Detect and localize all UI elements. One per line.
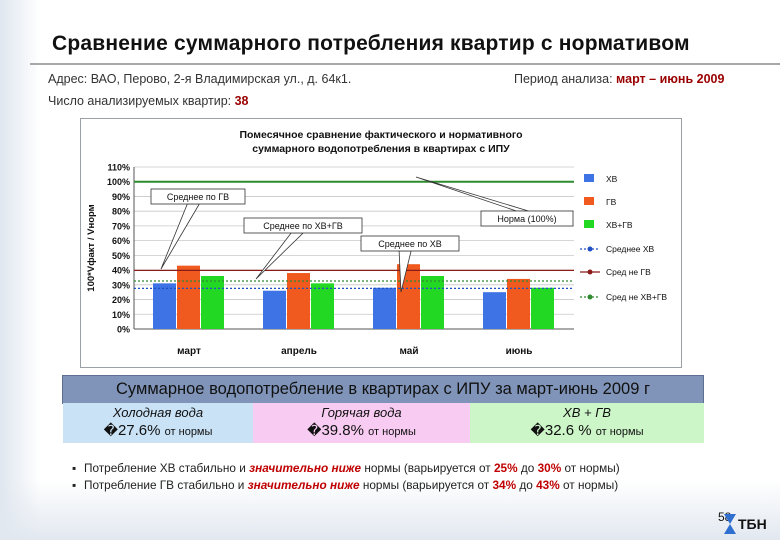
finding-hot: ▪ Потребление ГВ стабильно и значительно … (72, 478, 619, 492)
chart-title-line: Помесячное сравнение фактического и норм… (239, 129, 522, 141)
bar-ХВ+ГВ-май (421, 275, 444, 329)
bar-ХВ+ГВ-июнь (531, 287, 554, 329)
x-tick-label: апрель (281, 346, 317, 357)
y-tick-label: 70% (112, 221, 130, 231)
apartment-count-value: 38 (234, 94, 249, 108)
page-title: Сравнение суммарного потребления квартир… (52, 32, 690, 55)
legend-swatch (584, 197, 594, 205)
svg-text:ТБН: ТБН (738, 516, 767, 532)
legend-marker (587, 294, 593, 300)
bar-ХВ-май (373, 287, 396, 329)
x-tick-label: май (400, 346, 419, 357)
chart-title-line: суммарного водопотребления в квартирах с… (252, 143, 510, 155)
bar-ГВ-июнь (507, 278, 530, 329)
title-divider (30, 63, 780, 65)
legend-label: Среднее ХВ (606, 244, 655, 254)
legend-label: ХВ (606, 174, 618, 184)
bar-ХВ-апрель (263, 290, 286, 329)
y-tick-label: 110% (107, 163, 130, 173)
finding-cold: ▪ Потребление ХВ стабильно и значительно … (72, 461, 620, 475)
legend-swatch (584, 220, 594, 228)
y-tick-label: 20% (112, 295, 130, 305)
address-line: Адрес: ВАО, Перово, 2-я Владимирская ул.… (48, 72, 351, 86)
y-tick-label: 0% (117, 325, 130, 335)
summary-cold-label: Холодная вода (112, 405, 204, 420)
x-tick-label: июнь (506, 346, 533, 357)
callout-text: Среднее по ХВ+ГВ (263, 221, 343, 231)
bar-ХВ-март (153, 283, 176, 329)
y-tick-label: 100% (107, 177, 130, 187)
summary-total-water: ХВ + ГВ �32.6 % от нормы (470, 403, 704, 443)
summary-total-value: �32.6 % от нормы (530, 422, 644, 439)
legend-label: Сред не ГВ (606, 267, 651, 277)
legend-label: ГВ (606, 197, 617, 207)
y-tick-label: 60% (112, 236, 130, 246)
company-logo: ТБН (724, 514, 767, 534)
summary-header: Суммарное водопотребление в квартирах с … (62, 375, 704, 404)
bar-ХВ-июнь (483, 292, 506, 329)
chart-panel: Помесячное сравнение фактического и норм… (80, 118, 682, 368)
callout-box (150, 188, 246, 205)
summary-cold-water: Холодная вода �27.6% от нормы (63, 403, 253, 443)
summary-hot-label: Горячая вода (321, 405, 402, 420)
bar-ГВ-апрель (287, 273, 310, 329)
summary-hot-water: Горячая вода �39.8% от нормы (253, 403, 470, 443)
legend-label: Сред не ХВ+ГВ (606, 292, 667, 302)
address-label: Адрес: (48, 72, 88, 86)
legend-marker (587, 269, 593, 275)
apartment-count-label: Число анализируемых квартир: (48, 94, 232, 108)
callout-box (360, 235, 460, 252)
period-line: Период анализа: март – июнь 2009 (514, 72, 724, 86)
callout-text: Норма (100%) (497, 214, 556, 224)
side-gradient (0, 0, 40, 540)
callout-text: Среднее по ХВ (378, 239, 441, 249)
callout-text: Среднее по ГВ (167, 192, 229, 202)
bar-ХВ+ГВ-март (201, 275, 224, 329)
y-tick-label: 40% (112, 266, 130, 276)
apartment-count-line: Число анализируемых квартир: 38 (48, 94, 249, 108)
legend-marker (587, 246, 593, 252)
x-tick-label: март (177, 346, 201, 357)
period-value: март – июнь 2009 (616, 72, 725, 86)
summary-cold-value: �27.6% от нормы (103, 422, 213, 439)
y-tick-label: 10% (112, 310, 130, 320)
bar-ГВ-март (177, 265, 200, 329)
y-tick-label: 90% (112, 192, 130, 202)
y-tick-label: 30% (112, 280, 130, 290)
bar-ХВ+ГВ-апрель (311, 283, 334, 329)
callout-box (480, 210, 574, 227)
summary-hot-value: �39.8% от нормы (307, 422, 416, 439)
period-label: Период анализа: (514, 72, 613, 86)
water-consumption-chart: Помесячное сравнение фактического и норм… (86, 129, 667, 357)
y-tick-label: 80% (112, 207, 130, 217)
callout-box (243, 217, 363, 234)
y-tick-label: 50% (112, 251, 130, 261)
y-axis-label: 100*Vфакт / Vнорм (86, 204, 97, 291)
address-value: ВАО, Перово, 2-я Владимирская ул., д. 64… (90, 72, 352, 86)
findings-list: ▪ Потребление ХВ стабильно и значительно … (72, 460, 712, 494)
bottom-gradient (0, 480, 780, 540)
legend-label: ХВ+ГВ (606, 220, 633, 230)
summary-total-label: ХВ + ГВ (563, 405, 611, 420)
legend-swatch (584, 174, 594, 182)
